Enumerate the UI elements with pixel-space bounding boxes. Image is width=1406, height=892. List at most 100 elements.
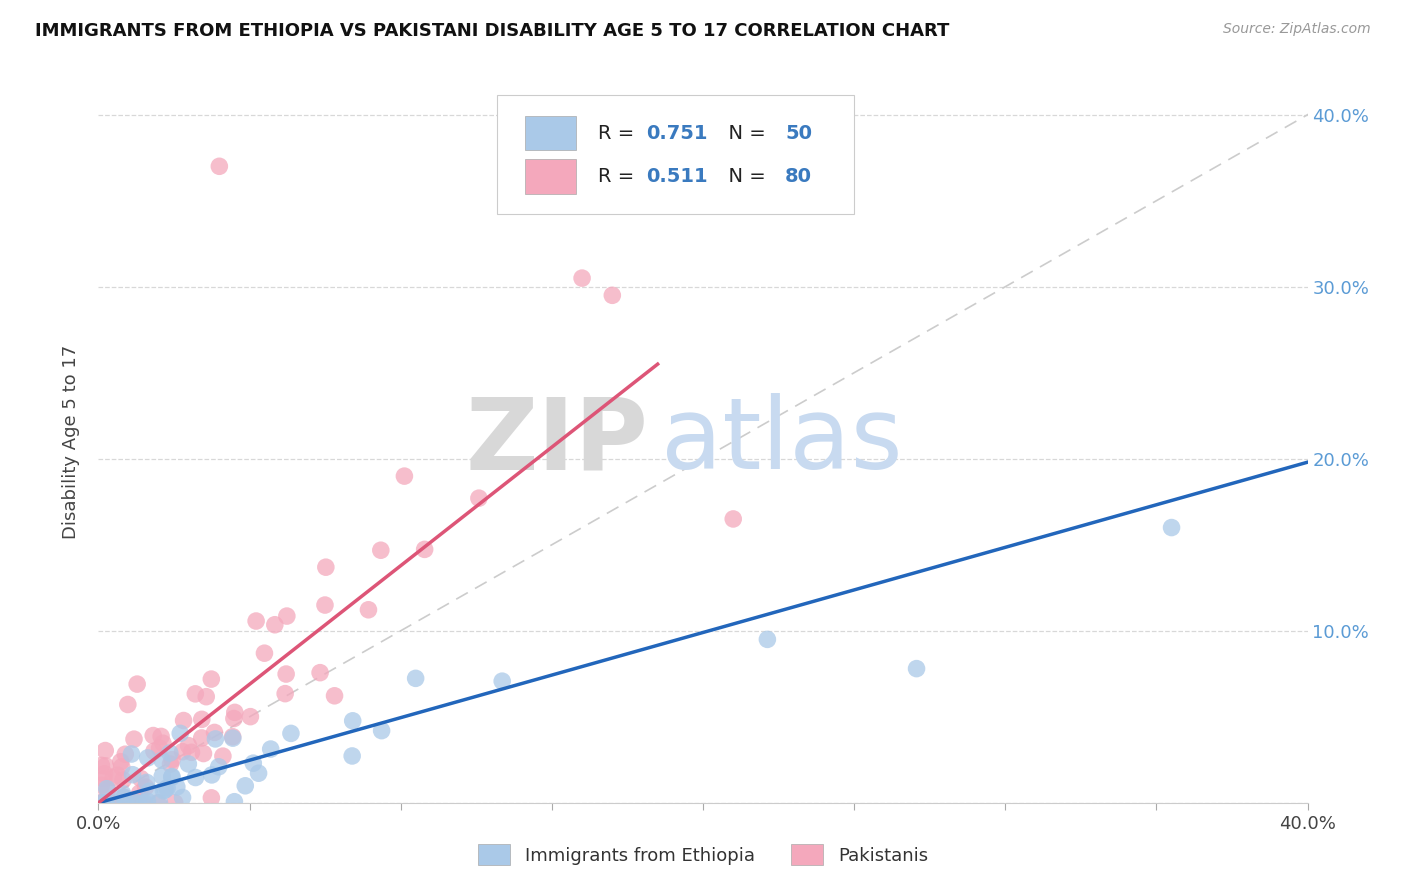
Point xyxy=(149,741,172,756)
Point xyxy=(94,796,117,810)
Point xyxy=(112,796,135,810)
Point xyxy=(184,687,207,701)
Point xyxy=(163,796,186,810)
Point xyxy=(263,617,285,632)
Text: 0.511: 0.511 xyxy=(647,167,707,186)
Point xyxy=(111,787,134,801)
Point xyxy=(112,796,135,810)
Point xyxy=(127,677,149,691)
Point xyxy=(96,796,118,810)
Point xyxy=(90,758,112,772)
Point xyxy=(101,796,124,810)
Point xyxy=(159,746,181,760)
Point xyxy=(342,714,364,728)
Point xyxy=(148,796,170,810)
Point xyxy=(128,786,150,800)
Point xyxy=(122,796,145,810)
Point xyxy=(121,768,143,782)
Point xyxy=(128,796,150,810)
Point xyxy=(160,753,183,767)
Point xyxy=(571,271,593,285)
Text: IMMIGRANTS FROM ETHIOPIA VS PAKISTANI DISABILITY AGE 5 TO 17 CORRELATION CHART: IMMIGRANTS FROM ETHIOPIA VS PAKISTANI DI… xyxy=(35,22,949,40)
Point xyxy=(90,779,112,793)
Point xyxy=(224,706,246,720)
Text: ZIP: ZIP xyxy=(465,393,648,490)
Point xyxy=(93,772,115,786)
Point xyxy=(280,726,302,740)
Y-axis label: Disability Age 5 to 17: Disability Age 5 to 17 xyxy=(62,344,80,539)
Point xyxy=(127,796,149,810)
Point xyxy=(146,796,169,810)
Text: atlas: atlas xyxy=(661,393,903,490)
Point xyxy=(193,747,215,761)
Text: R =: R = xyxy=(598,123,640,143)
Point xyxy=(323,689,346,703)
Point xyxy=(112,790,135,805)
Point xyxy=(413,542,436,557)
Point xyxy=(394,469,416,483)
Point xyxy=(94,743,117,757)
Point xyxy=(114,747,136,762)
Point xyxy=(122,732,145,747)
Point xyxy=(468,491,491,505)
Point xyxy=(195,690,218,704)
Point xyxy=(134,796,156,810)
Point xyxy=(150,753,173,767)
Point xyxy=(602,288,624,302)
Point xyxy=(180,745,202,759)
Point xyxy=(357,603,380,617)
Point xyxy=(315,560,337,574)
Point xyxy=(370,723,392,738)
Text: Source: ZipAtlas.com: Source: ZipAtlas.com xyxy=(1223,22,1371,37)
Point xyxy=(184,771,207,785)
Point xyxy=(143,744,166,758)
Point xyxy=(370,543,392,558)
Text: R =: R = xyxy=(598,167,640,186)
FancyBboxPatch shape xyxy=(526,116,576,151)
Point xyxy=(177,756,200,771)
Point xyxy=(200,672,222,686)
Text: 50: 50 xyxy=(785,123,813,143)
Point xyxy=(150,769,173,783)
Point xyxy=(756,632,779,647)
Point xyxy=(190,731,212,745)
Point xyxy=(110,755,132,769)
Point xyxy=(177,739,200,753)
Point xyxy=(905,662,928,676)
Point xyxy=(309,665,332,680)
Point xyxy=(96,781,118,796)
Point xyxy=(340,748,363,763)
Legend: Immigrants from Ethiopia, Pakistanis: Immigrants from Ethiopia, Pakistanis xyxy=(470,835,936,874)
Point xyxy=(120,796,142,810)
Point xyxy=(242,756,264,771)
Point xyxy=(247,766,270,780)
Point xyxy=(111,796,134,810)
Point xyxy=(276,609,298,624)
Point xyxy=(405,671,427,685)
Point xyxy=(208,159,231,173)
Point xyxy=(93,767,115,781)
Point xyxy=(90,796,112,810)
Point xyxy=(97,783,120,797)
Point xyxy=(1160,520,1182,534)
Point xyxy=(97,796,120,810)
Point xyxy=(166,780,188,794)
Point xyxy=(260,742,283,756)
Point xyxy=(159,757,181,772)
Point xyxy=(129,772,152,786)
Point xyxy=(222,731,245,746)
Point xyxy=(136,751,159,765)
Point xyxy=(160,770,183,784)
Point xyxy=(491,674,513,689)
Point xyxy=(121,747,143,761)
Point xyxy=(276,667,298,681)
Point xyxy=(191,712,214,726)
Point xyxy=(314,598,336,612)
Point xyxy=(204,725,226,739)
Point xyxy=(169,726,191,740)
FancyBboxPatch shape xyxy=(526,159,576,194)
Point xyxy=(156,780,179,795)
Text: N =: N = xyxy=(716,167,772,186)
Point xyxy=(172,790,194,805)
Point xyxy=(112,790,135,805)
